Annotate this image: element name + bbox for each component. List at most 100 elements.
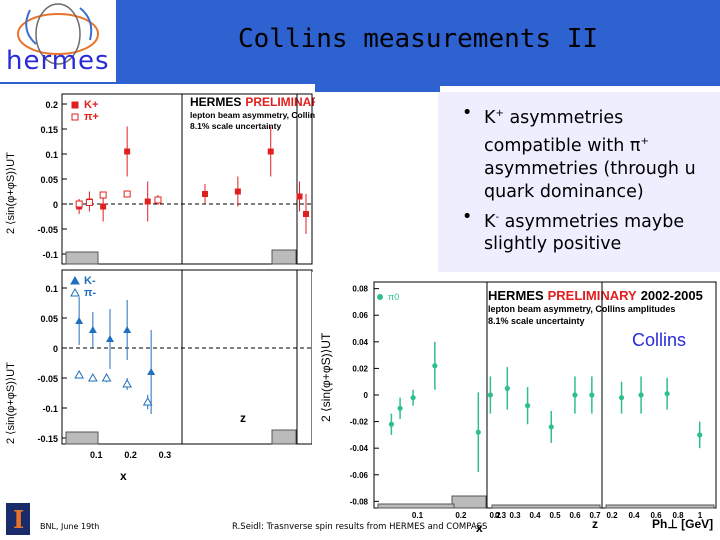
chart2-xlabel-p: Ph⊥ [GeV] <box>652 517 713 531</box>
chart2-xlabel-z: z <box>592 517 598 531</box>
chart2-point <box>697 432 703 438</box>
chart1-bottom-legend-label: K- <box>84 275 96 287</box>
chart1-top-syst-band <box>271 249 297 265</box>
chart1-top-legend-marker <box>71 113 79 121</box>
footer-left: BNL, June 19th <box>40 522 100 531</box>
chart1-top-legend-label: K+ <box>84 99 98 111</box>
logo-text: hermes <box>6 46 110 76</box>
chart1-bottom-point <box>75 317 84 324</box>
chart1-subtitle2: 8.1% scale uncertainty <box>190 121 281 131</box>
chart1-top-point <box>303 211 309 217</box>
chart2-xlabel-x: x <box>476 521 483 535</box>
bullet-panel: K+ asymmetries compatible with π+ asymme… <box>438 92 720 272</box>
top-bar: hermes Collins measurements II <box>0 0 720 88</box>
chart1-xlabel-x: x <box>120 469 127 483</box>
chart1-bottom-point <box>123 326 132 333</box>
chart1-top-ytick-label: 0.1 <box>45 150 58 160</box>
chart2-xtick-label: 0.2 <box>489 511 501 520</box>
chart2-point <box>504 385 510 391</box>
chart2-point <box>410 395 416 401</box>
chart1-bottom-legend-marker <box>70 275 80 285</box>
chart1-bottom-point <box>106 335 114 342</box>
chart1-top-point <box>123 190 131 198</box>
chart1-top-ytick-label: -0.1 <box>42 250 58 260</box>
chart1-bottom-ytick-label: 0.1 <box>45 284 58 294</box>
chart2-ytick-label: -0.06 <box>350 471 369 480</box>
chart2-xtick-label: 0.4 <box>628 511 640 520</box>
chart1-top-point <box>124 148 131 155</box>
chart1-xlabel-z: z <box>240 411 246 425</box>
chart1-top-ytick-label: 0.15 <box>40 125 58 135</box>
chart1-bottom-legend-label: π- <box>84 287 96 299</box>
chart2-xtick-label: 0.6 <box>569 511 581 520</box>
chart2-ytick-label: -0.02 <box>350 418 369 427</box>
chart2-xtick-label: 0.6 <box>650 511 662 520</box>
chart1-top-ytick-label: 0.05 <box>40 175 58 185</box>
chart2-xtick-label: 0.3 <box>495 511 507 520</box>
page-title: Collins measurements II <box>237 24 599 54</box>
chart2-point <box>432 363 438 369</box>
chart1-bottom-point <box>87 372 98 382</box>
chart1-bottom-ytick-label: -0.15 <box>37 434 58 444</box>
chart1-bottom-legend-marker <box>70 287 80 297</box>
chart2-point <box>618 395 625 401</box>
footer-center: R.Seidl: Trasnverse spin results from HE… <box>232 522 488 532</box>
chart1-bottom-panel: 0.1 0.05 0 -0.05 -0.1 -0.15 K-π- 0.1 0.2 0.3 <box>37 269 313 460</box>
chart2-point <box>487 392 493 398</box>
chart1-xtick-label: 0.2 <box>124 450 137 460</box>
chart2-panel: 0.08 0.06 0.04 0.02 0 -0.02 -0.04 -0.06 -0.08 0.1… <box>350 281 717 520</box>
chart1-top-legend-marker <box>71 101 79 109</box>
chart2-ytick-label: 0.06 <box>352 311 368 320</box>
chart2-ytick-label: -0.04 <box>350 444 369 453</box>
uiuc-logo: I <box>6 503 30 535</box>
chart2-xtick-label: 0.3 <box>509 511 521 520</box>
chart1-top-point <box>100 203 107 210</box>
chart1-top-syst-band <box>65 251 99 265</box>
chart1-subtitle1: lepton beam asymmetry, Collins amplitude… <box>190 110 315 120</box>
chart2-xtick-label: 0.2 <box>606 511 618 520</box>
chart2-syst-band <box>605 504 715 509</box>
chart2-legend: π0 <box>388 292 399 302</box>
logo-graphic <box>17 3 99 65</box>
uiuc-logo-letter: I <box>13 505 25 534</box>
chart2-xtick-label: 0.4 <box>529 511 541 520</box>
chart1-bottom-ytick-label: 0 <box>53 344 58 354</box>
chart1-ylabel-bottom: 2 ⟨sin(φ+φS)⟩UT <box>5 362 17 444</box>
chart1-bottom-ytick-label: -0.05 <box>37 374 58 384</box>
chart1-xtick-label: 0.1 <box>90 450 103 460</box>
chart2-ytick-label: 0 <box>364 391 369 400</box>
chart2-syst-band <box>451 495 487 509</box>
chart1-top-ytick-label: -0.05 <box>37 225 58 235</box>
chart2-point <box>589 392 595 398</box>
chart1-bottom-point <box>142 396 153 406</box>
chart1-bottom-point <box>147 368 156 375</box>
chart2-point <box>524 403 531 409</box>
chart1-top-legend-label: π+ <box>84 111 99 123</box>
chart2-xtick-label: 0.2 <box>455 511 467 520</box>
chart2-ylabel: 2 ⟨sin(φ+φS)⟩UT <box>319 332 333 422</box>
chart1-bottom-point <box>74 369 85 379</box>
chart1-top-point <box>85 199 93 206</box>
chart2-ytick-label: 0.08 <box>352 285 368 294</box>
chart1-top-point <box>202 191 208 197</box>
chart1-top-point <box>154 196 162 204</box>
chart1-xtick-label: 0.3 <box>159 450 172 460</box>
chart2-subtitle2: 8.1% scale uncertainty <box>488 316 585 326</box>
chart2-point <box>664 391 670 397</box>
chart1-top-point <box>99 191 107 199</box>
chart2-point <box>572 392 578 398</box>
title-band: Collins measurements II <box>116 0 720 86</box>
chart1-bottom-point <box>122 378 133 388</box>
chart1-top-point <box>144 198 151 205</box>
chart1-top-ytick-label: 0 <box>53 200 58 210</box>
chart2-label: Collins <box>632 330 686 350</box>
pi0-collins-chart: HERMES PRELIMINARY 2002-2005 lepton beam a… <box>312 272 720 540</box>
bullet-item-1: K+ asymmetries compatible with π+ asymme… <box>458 102 720 204</box>
chart2-xtick-label: 0.1 <box>412 511 424 520</box>
chart2-legend-marker <box>377 294 383 300</box>
chart1-bottom-syst-band <box>271 429 297 445</box>
chart2-point <box>388 421 394 427</box>
chart2-point <box>548 424 554 430</box>
chart1-top-point <box>234 188 241 195</box>
